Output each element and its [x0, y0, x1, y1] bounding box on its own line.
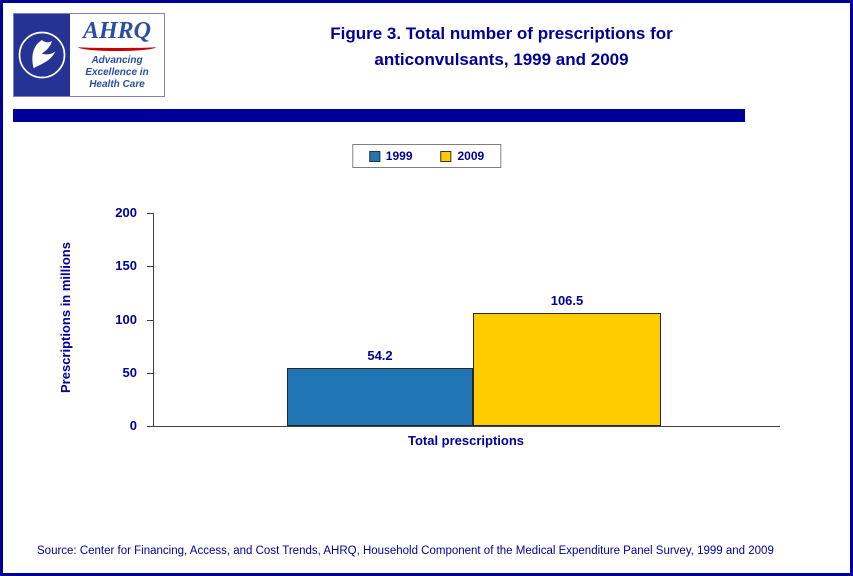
ahrq-logo: AHRQ Advancing Excellence in Health Care — [13, 13, 165, 97]
y-tick-mark — [147, 373, 154, 374]
y-tick-label-50: 50 — [122, 365, 137, 380]
logo-tagline: Advancing Excellence in Health Care — [85, 55, 148, 90]
legend-label-1999: 1999 — [385, 149, 413, 163]
hhs-seal-icon — [14, 14, 70, 96]
legend-swatch-2009-icon — [440, 150, 452, 162]
x-axis-label: Total prescriptions — [407, 433, 525, 448]
bar-1999 — [287, 368, 473, 426]
y-tick-label-100: 100 — [115, 312, 137, 327]
figure-title-line-2: anticonvulsants, 1999 and 2009 — [374, 49, 629, 69]
y-tick-mark — [147, 266, 154, 267]
y-axis-tick-labels: 200 150 100 50 0 — [99, 205, 145, 433]
figure-title-line-1: Figure 3. Total number of prescriptions … — [330, 24, 673, 43]
y-tick-label-200: 200 — [115, 205, 137, 220]
bar-value-2009: 106.5 — [550, 293, 584, 308]
header-divider — [13, 109, 745, 122]
legend-item-2009: 2009 — [440, 149, 485, 163]
y-tick-mark — [147, 320, 154, 321]
ahrq-wordmark: AHRQ — [82, 18, 151, 45]
y-tick-label-0: 0 — [129, 418, 137, 433]
legend-label-2009: 2009 — [457, 149, 485, 163]
figure-title: Figure 3. Total number of prescriptions … — [173, 21, 830, 72]
bar-group-1999: 54.2 — [287, 213, 473, 426]
bar-value-1999: 54.2 — [367, 348, 393, 363]
plot-area: 54.2 106.5 — [147, 213, 780, 427]
tagline-line-2: Excellence in — [85, 67, 149, 79]
logo-swoosh-icon — [78, 43, 156, 52]
legend-swatch-1999-icon — [368, 150, 380, 162]
y-axis-title: Prescriptions in millions — [58, 242, 73, 393]
bar-group-2009: 106.5 — [473, 213, 661, 426]
y-tick-mark — [147, 426, 154, 427]
bar-2009 — [473, 313, 661, 426]
y-tick-mark — [147, 213, 154, 214]
legend-item-1999: 1999 — [368, 149, 413, 163]
y-tick-label-150: 150 — [115, 258, 137, 273]
chart-legend: 1999 2009 — [351, 144, 502, 168]
ahrq-logo-text-block: AHRQ Advancing Excellence in Health Care — [70, 14, 164, 96]
tagline-line-1: Advancing — [91, 55, 143, 67]
tagline-line-3: Health Care — [89, 78, 145, 90]
source-note: Source: Center for Financing, Access, an… — [37, 545, 774, 557]
